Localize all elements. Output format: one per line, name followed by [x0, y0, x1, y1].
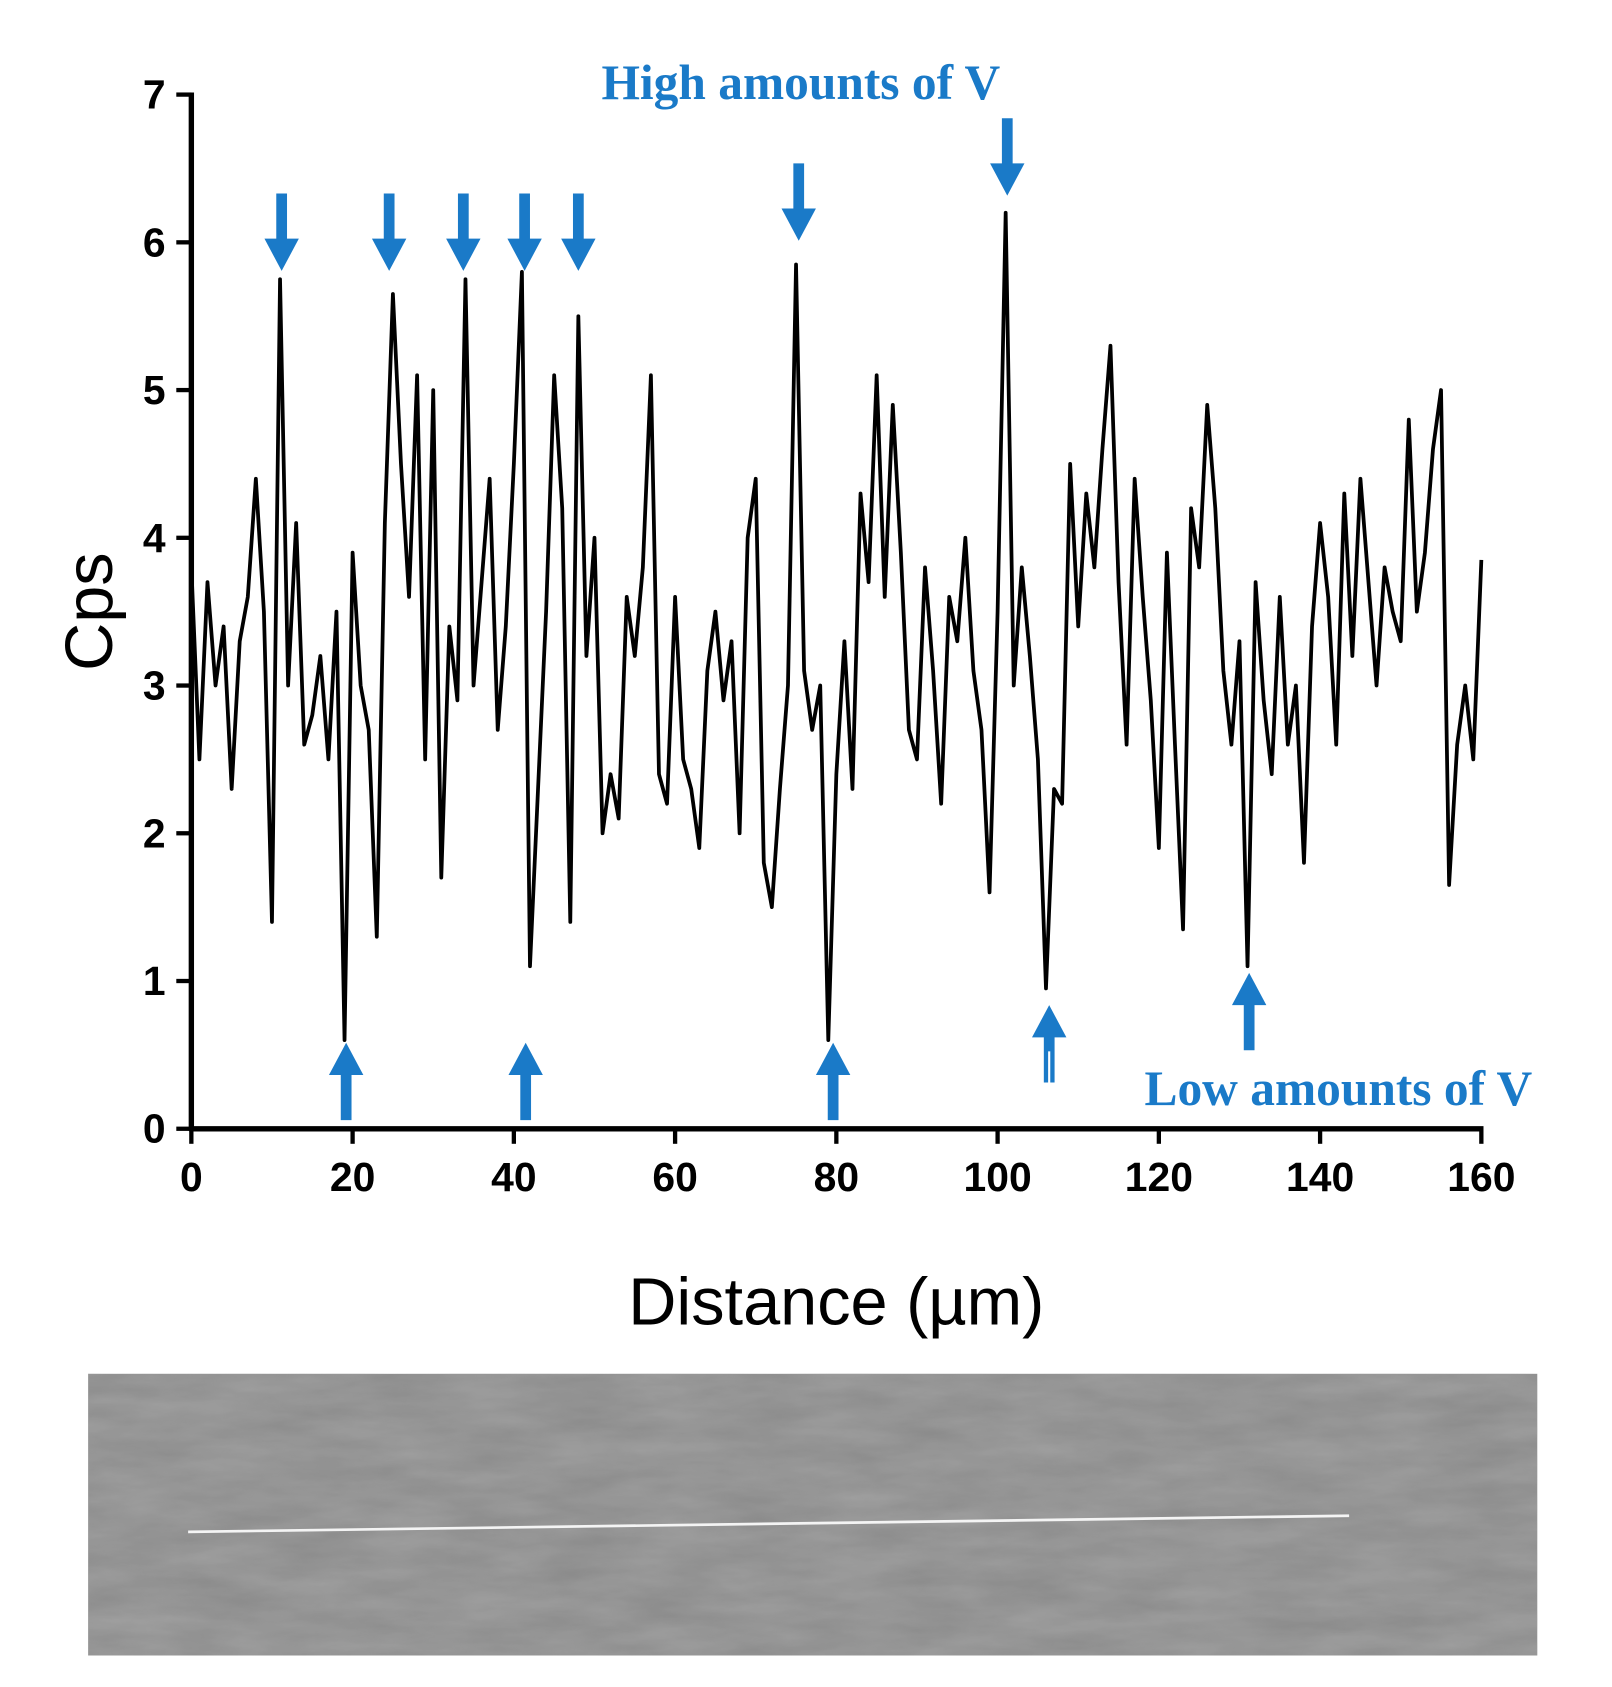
arrow-down: [446, 193, 481, 271]
x-tick-label: 20: [330, 1154, 375, 1200]
x-tick-label: 100: [964, 1154, 1032, 1200]
y-tick-label: 0: [143, 1106, 166, 1152]
sem-texture: [88, 1373, 1538, 1656]
y-axis-title: Cps: [53, 552, 127, 671]
arrow-down: [990, 118, 1025, 196]
arrow-up: [815, 1042, 851, 1121]
y-tick-label: 3: [143, 663, 166, 709]
scan-line: [188, 1514, 1350, 1534]
x-tick-label: 40: [491, 1154, 536, 1200]
sem-image: [88, 1373, 1538, 1656]
arrow-down: [781, 163, 816, 241]
y-tick-label: 2: [143, 810, 166, 856]
arrow-gap: [1048, 1051, 1051, 1084]
plot-root: Distance (µm) Cps High amounts of V Low …: [53, 55, 1538, 1656]
arrow-up: [508, 1042, 543, 1121]
y-tick-label: 7: [143, 72, 166, 118]
arrow-up: [328, 1042, 364, 1121]
x-tick-label: 140: [1286, 1154, 1354, 1200]
x-axis-title: Distance (µm): [628, 1265, 1044, 1339]
x-tick-label: 0: [180, 1154, 203, 1200]
arrow-down: [561, 193, 596, 271]
y-tick-label: 4: [143, 515, 166, 561]
arrow-up: [1231, 972, 1267, 1051]
data-line: [189, 210, 1484, 1042]
y-tick-label: 1: [143, 958, 166, 1004]
x-tick-label: 160: [1447, 1154, 1515, 1200]
arrows: [264, 118, 1267, 1121]
arrow-down: [507, 193, 542, 271]
x-tick-label: 120: [1125, 1154, 1193, 1200]
arrow-down: [371, 193, 407, 271]
annotation-high: High amounts of V: [601, 55, 1000, 110]
arrow-down: [264, 193, 299, 271]
y-tick-label: 6: [143, 219, 166, 265]
annotation-low: Low amounts of V: [1144, 1061, 1532, 1116]
x-tick-label: 80: [814, 1154, 859, 1200]
y-tick-label: 5: [143, 367, 166, 413]
x-tick-label: 60: [652, 1154, 697, 1200]
